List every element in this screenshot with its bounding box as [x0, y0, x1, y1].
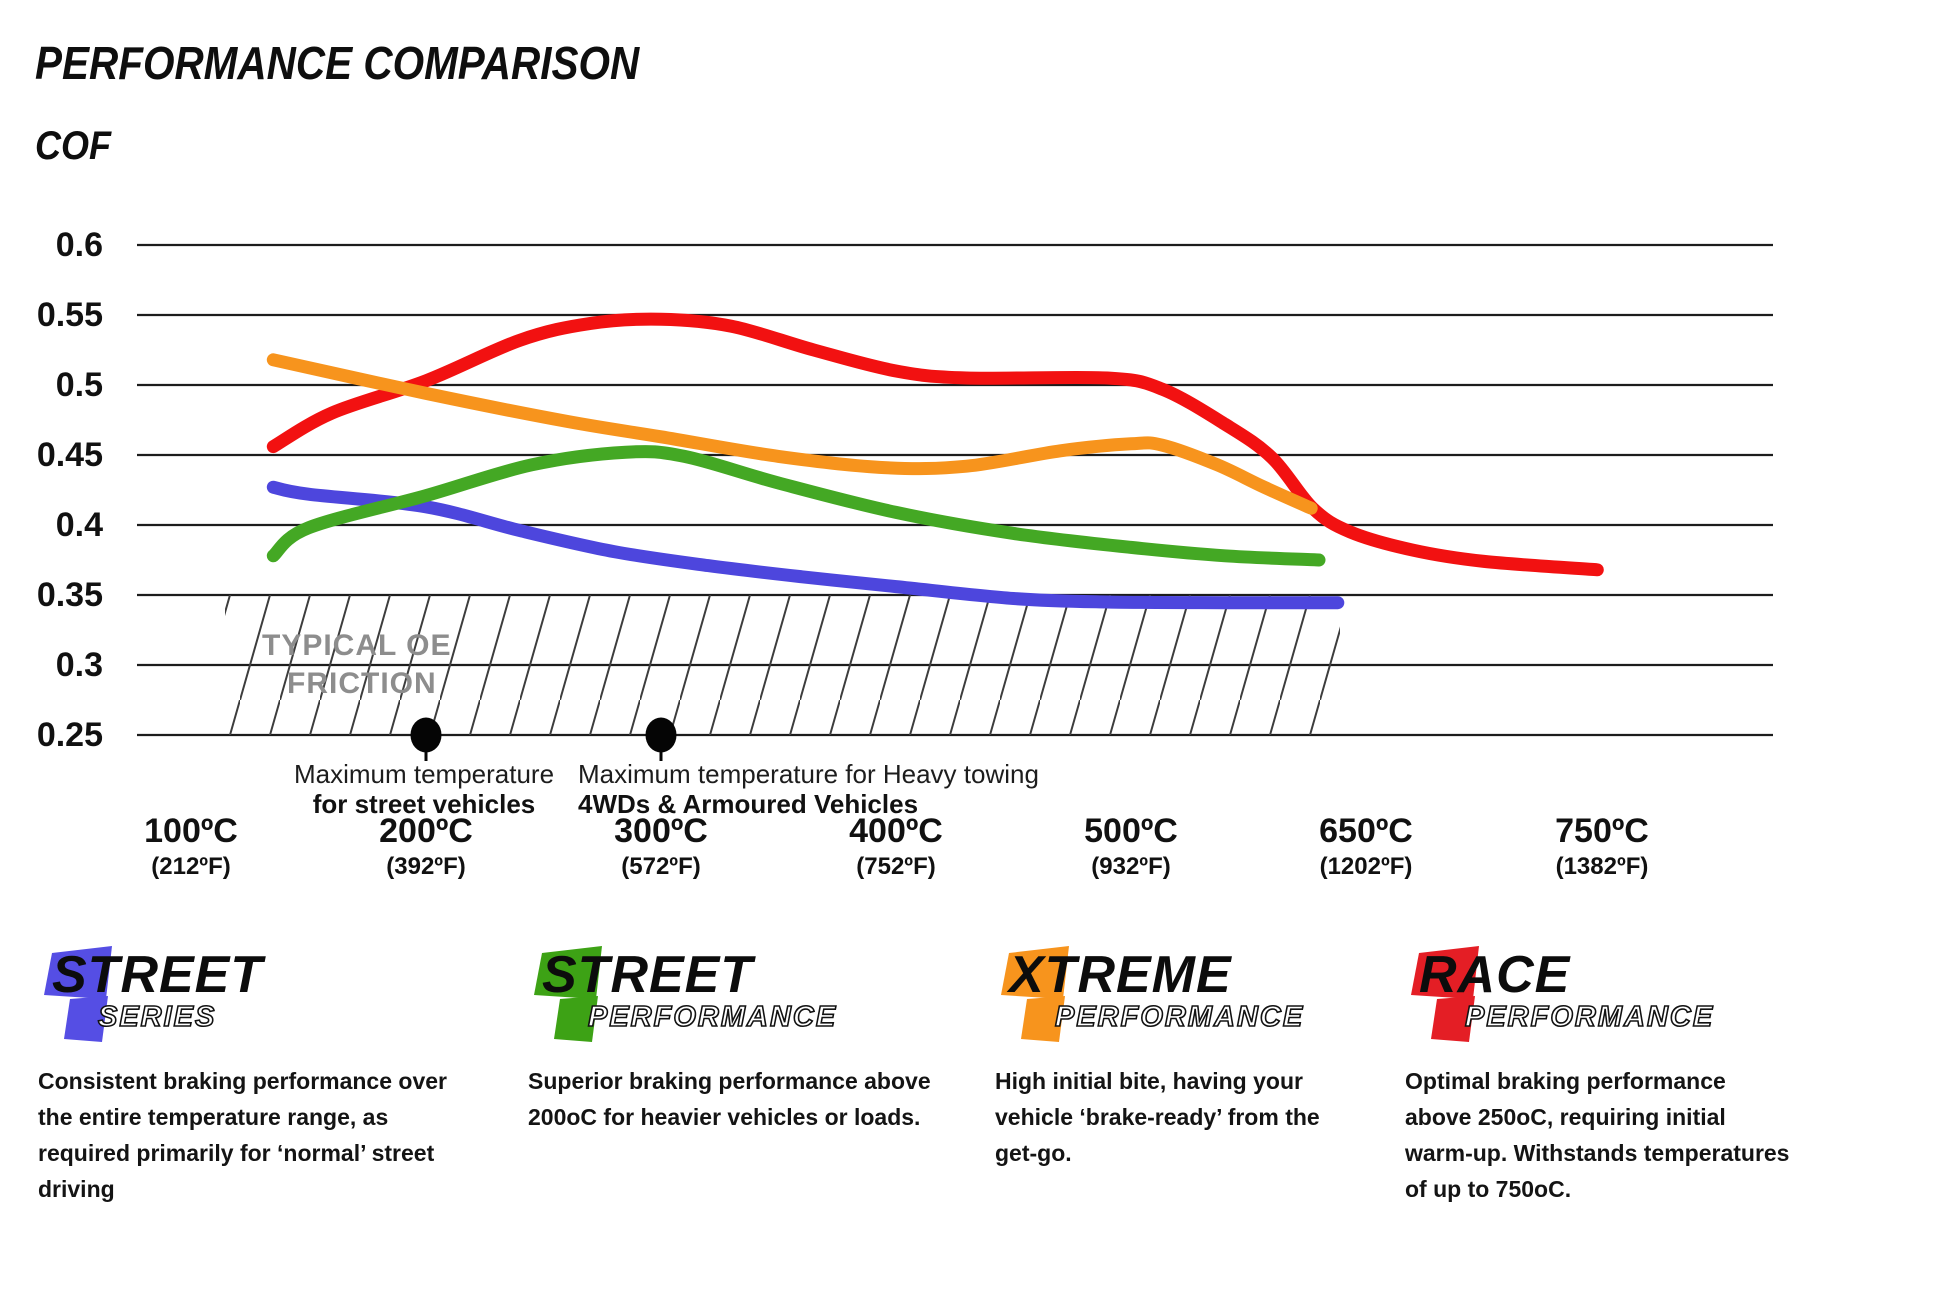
annotation-line1: Maximum temperature — [293, 759, 555, 789]
annotation-heavy-towing-max-temp: Maximum temperature for Heavy towing 4WD… — [578, 759, 1039, 820]
street-performance-logo: STREET PERFORMANCE — [528, 945, 958, 1049]
x-tick-celsius: 100ºC — [144, 812, 238, 850]
marker-dot — [645, 717, 677, 753]
x-tick-label: 650ºC (1202ºF) — [1319, 812, 1413, 882]
x-tick-fahrenheit: (572ºF) — [621, 853, 701, 880]
x-tick-celsius: 650ºC — [1319, 812, 1413, 850]
temperature-markers — [410, 717, 677, 761]
y-tick-label: 0.5 — [55, 366, 103, 404]
oe-band-label-line1: TYPICAL OE — [262, 629, 451, 662]
annotation-line2: 4WDs & Armoured Vehicles — [578, 789, 919, 819]
page-title: PERFORMANCE COMPARISON — [35, 37, 640, 89]
y-tick-label: 0.45 — [36, 436, 103, 474]
y-tick-label: 0.6 — [55, 226, 103, 264]
four-glyph-red — [1411, 946, 1479, 1042]
x-tick-celsius: 750ºC — [1555, 812, 1649, 850]
legend-description: High initial bite, having your vehicle ‘… — [995, 1068, 1320, 1166]
x-tick-celsius: 400ºC — [849, 812, 943, 850]
logo-word1: STREET — [52, 946, 264, 1004]
x-tick-label: 500ºC (932ºF) — [1084, 812, 1178, 882]
logo-word1: XTREME — [1009, 946, 1232, 1004]
oe-band-label-line2: FRICTION — [287, 667, 437, 700]
legend-description: Consistent braking performance over the … — [38, 1068, 447, 1202]
x-tick-celsius: 500ºC — [1084, 812, 1178, 850]
x-tick-label: 100ºC (212ºF) — [144, 812, 238, 882]
series-street-performance-line — [266, 445, 1326, 567]
series-race-performance-line — [266, 312, 1604, 577]
annotation-line2: for street vehicles — [312, 789, 536, 819]
legend-street-series: STREET SERIES Consistent braking perform… — [38, 945, 468, 1207]
y-tick-label: 0.35 — [36, 576, 103, 614]
legend-description: Superior braking performance above 200oC… — [528, 1068, 931, 1130]
legend-xtreme-performance: XTREME PERFORMANCE High initial bite, ha… — [995, 945, 1375, 1171]
x-tick-fahrenheit: (752ºF) — [856, 853, 936, 880]
legend-street-performance: STREET PERFORMANCE Superior braking perf… — [528, 945, 958, 1135]
logo-word1: STREET — [542, 946, 754, 1004]
x-tick-fahrenheit: (1202ºF) — [1319, 853, 1413, 880]
series-street-series-line — [266, 480, 1345, 610]
marker-dot — [410, 717, 442, 753]
y-tick-label: 0.55 — [36, 296, 103, 334]
x-tick-label: 300ºC (572ºF) — [614, 812, 708, 882]
y-tick-label: 0.25 — [36, 716, 103, 754]
y-tick-label: 0.3 — [55, 646, 103, 684]
x-tick-label: 750ºC (1382ºF) — [1555, 812, 1649, 882]
legend-description: Optimal braking performance above 250oC,… — [1405, 1068, 1790, 1202]
four-glyph-blue — [44, 946, 112, 1042]
y-axis-title: COF — [35, 124, 111, 168]
typical-oe-friction-band — [225, 595, 1340, 735]
logo-word1: RACE — [1419, 946, 1571, 1004]
x-tick-label: 200ºC (392ºF) — [379, 812, 473, 882]
logo-word2: SERIES — [97, 1000, 217, 1034]
logo-word2: PERFORMANCE — [1054, 1000, 1305, 1034]
series-xtreme-performance-line — [266, 353, 1318, 515]
four-glyph-green — [534, 946, 602, 1042]
street-series-logo: STREET SERIES — [38, 945, 468, 1049]
annotation-line1: Maximum temperature for Heavy towing — [578, 759, 1039, 789]
x-tick-celsius: 200ºC — [379, 812, 473, 850]
logo-word2: PERFORMANCE — [1464, 1000, 1715, 1034]
x-tick-fahrenheit: (932ºF) — [1091, 853, 1171, 880]
x-tick-celsius: 300ºC — [614, 812, 708, 850]
x-tick-label: 400ºC (752ºF) — [849, 812, 943, 882]
x-tick-fahrenheit: (392ºF) — [386, 853, 466, 880]
annotation-street-max-temp: Maximum temperature for street vehicles — [293, 759, 555, 820]
x-tick-fahrenheit: (1382ºF) — [1555, 853, 1649, 880]
race-performance-logo: RACE PERFORMANCE — [1405, 945, 1825, 1049]
four-glyph-orange — [1001, 946, 1069, 1042]
legend-race-performance: RACE PERFORMANCE Optimal braking perform… — [1405, 945, 1825, 1207]
x-tick-fahrenheit: (212ºF) — [151, 853, 231, 880]
y-tick-label: 0.4 — [55, 506, 103, 544]
xtreme-performance-logo: XTREME PERFORMANCE — [995, 945, 1375, 1049]
logo-word2: PERFORMANCE — [587, 1000, 838, 1034]
